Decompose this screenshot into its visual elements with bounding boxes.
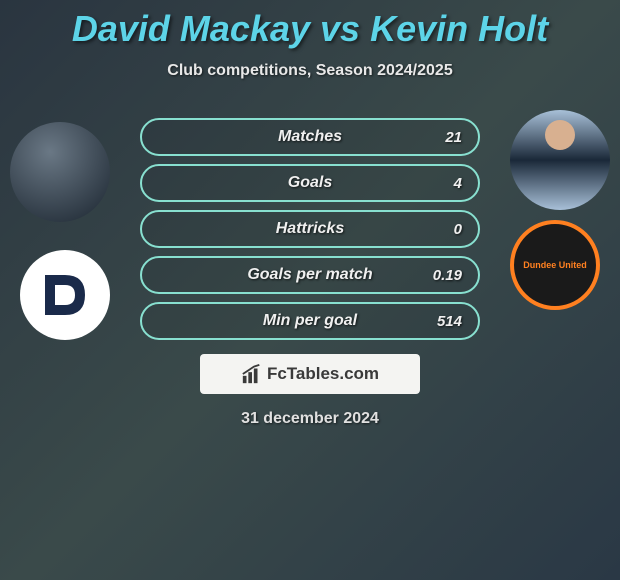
stat-value-right: 514 <box>437 313 462 330</box>
stat-label: Goals <box>288 174 332 192</box>
stat-label: Min per goal <box>263 312 357 330</box>
player-left-avatar <box>10 122 110 222</box>
stat-value-right: 21 <box>445 129 462 146</box>
brand-badge: FcTables.com <box>200 354 420 394</box>
page-title: David Mackay vs Kevin Holt <box>0 0 620 50</box>
club-left-badge <box>20 250 110 340</box>
club-right-label: Dundee United <box>523 260 587 270</box>
stat-row-min-per-goal: Min per goal 514 <box>140 302 480 340</box>
stat-row-matches: Matches 21 <box>140 118 480 156</box>
brand-text: FcTables.com <box>267 364 379 384</box>
season-subtitle: Club competitions, Season 2024/2025 <box>0 62 620 80</box>
stat-row-hattricks: Hattricks 0 <box>140 210 480 248</box>
stat-value-right: 4 <box>454 175 462 192</box>
stat-label: Matches <box>278 128 342 146</box>
comparison-area: Dundee United Matches 21 Goals 4 Hattric… <box>0 110 620 350</box>
player-right-avatar <box>510 110 610 210</box>
stat-value-right: 0 <box>454 221 462 238</box>
date-label: 31 december 2024 <box>0 410 620 428</box>
club-right-badge: Dundee United <box>510 220 600 310</box>
stat-label: Hattricks <box>276 220 344 238</box>
chart-icon <box>241 363 263 385</box>
stat-row-goals: Goals 4 <box>140 164 480 202</box>
stat-row-goals-per-match: Goals per match 0.19 <box>140 256 480 294</box>
stat-value-right: 0.19 <box>433 267 462 284</box>
stat-label: Goals per match <box>247 266 372 284</box>
